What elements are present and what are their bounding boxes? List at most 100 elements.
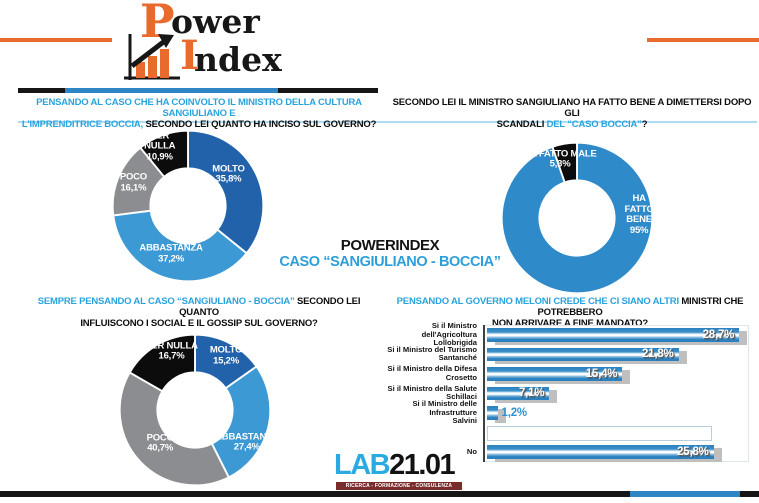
donut-chart-incidenza: MOLTO 35,8% ABBASTANZA 37,2% POCO 16,1% PER NU… [108, 126, 268, 286]
bar-track [487, 425, 755, 441]
donut-label-value: 15,2% [213, 355, 240, 367]
title-text: DEL “CASO BOCCIA” [546, 119, 642, 130]
donut-label-text: HA FATTO BENE [624, 193, 654, 226]
lab2101-logo: LAB21.01 [334, 450, 464, 480]
bar-value-label: 7,1% [518, 387, 545, 400]
donut-segment-poco [118, 371, 231, 487]
header-rule-left [0, 38, 112, 42]
bar-value-label: 25,8% [677, 445, 709, 458]
bar: 7,1% [487, 386, 550, 400]
bar-value-label: 21,8% [641, 348, 674, 361]
donut-label-text: MOLTO [209, 344, 243, 356]
question-title-social-gossip: SEMPRE PENSANDO AL CASO “SANGIULIANO - B… [18, 296, 380, 329]
bar-category-label: Si il Ministro della Difesa Crosetto [387, 364, 477, 382]
bar [487, 406, 498, 420]
title-text: SCANDALI [496, 119, 547, 130]
divider-blue [65, 88, 278, 93]
titles-underline [18, 121, 757, 123]
donut-label-value: 16,1% [120, 182, 147, 194]
title-text: PENSANDO AL CASO CHE HA COINVOLTO IL MIN… [36, 97, 362, 119]
lab2101-logo-accent: LAB [334, 449, 391, 481]
title-text: SECONDO LEI QUANTO HA INCISO SUL GOVERNO… [143, 119, 377, 130]
donut-svg [118, 333, 272, 487]
donut-segment-abbastanza [210, 365, 272, 479]
bar-row: Si il Ministro della Difesa Crosetto 15,4… [383, 364, 755, 384]
bar-value-label: 15,4% [585, 367, 618, 380]
donut-label-molto: MOLTO 15,2% [209, 344, 243, 367]
question-title-dimissioni: SECONDO LEI IL MINISTRO SANGIULIANO HA F… [388, 97, 756, 130]
bottom-bar-black-left [0, 491, 630, 497]
title-text: NON ARRIVARE A FINE MANDATO? [492, 318, 648, 329]
donut-label-text: HA FATTO MALE [523, 148, 597, 160]
bottom-bar-black-right [740, 491, 759, 497]
donut-label-value: 37,2% [158, 253, 185, 264]
donut-svg [500, 141, 654, 295]
donut-label-value: 10,9% [146, 150, 173, 162]
center-headline-line1: POWERINDEX [340, 237, 440, 254]
donut-label-value: 40,7% [147, 442, 174, 454]
bar-track: 28,7% [487, 328, 755, 342]
bar: 28,7% [487, 328, 740, 342]
question-title-incidenza: PENSANDO AL CASO CHE HA COINVOLTO IL MIN… [18, 97, 380, 130]
donut-label-abbastanza: ABBASTANZA 37,2% [139, 243, 202, 265]
bar-chart-arrow-icon [124, 34, 180, 80]
donut-label-value: 5,3% [549, 158, 571, 170]
bar-category-label: No [466, 446, 477, 456]
donut-label-per-nulla: PER NULLA 10,9% [134, 130, 186, 163]
donut-label-text: POCO [146, 432, 174, 444]
donut-label-text: MOLTO [212, 163, 245, 175]
donut-label-poco: POCO 40,7% [147, 433, 174, 454]
lab2101-tagline: RICERCA - FORMAZIONE - CONSULENZA STRATE… [336, 482, 462, 497]
logo-word-ndex: ndex [194, 40, 282, 79]
center-headline-line2: CASO “SANGIULIANO - BOCCIA” [279, 254, 501, 270]
bar-row: Si il Ministro delle Infrastrutture Salv… [383, 399, 755, 424]
lab2101-logo-rest: 21.01 [389, 449, 456, 481]
title-text: PENSANDO AL GOVERNO MELONI CREDE CHE CI … [396, 296, 679, 307]
title-text: L'IMPRENDITRICE BOCCIA, [21, 119, 143, 130]
donut-label-value: 27,4% [233, 441, 260, 453]
donut-label-text: POCO [119, 171, 147, 183]
donut-label-ha-fatto-bene: HA FATTO BENE 95% [624, 194, 653, 236]
powerindex-logo: P ower I ndex [118, 0, 318, 88]
donut-segment-per-nulla [139, 129, 189, 179]
bar-track: 25,8% [487, 445, 755, 459]
donut-segment-abbastanza [112, 209, 248, 283]
donut-chart-dimissioni: HA FATTO BENE 95% HA FATTO MALE 5,3% [497, 138, 657, 298]
bar-value-label: 1,2% [501, 406, 528, 419]
section-divider [18, 88, 378, 93]
donut-svg [111, 129, 265, 283]
bottom-bar-blue [630, 491, 740, 497]
donut-chart-social-gossip: MOLTO 15,2% ABBASTANZA 27,4% POCO 40,7% PER NU… [115, 330, 279, 490]
bar-category-label: Si il Ministro dell'Agricoltura Lollobri… [421, 321, 477, 347]
donut-label-molto: MOLTO 35,8% [212, 163, 245, 185]
donut-label-value: 95% [629, 224, 649, 236]
divider-black-right [278, 88, 378, 93]
bar-row: Si il Ministro dell'Agricoltura Lollobri… [383, 321, 755, 347]
bar-value-label: 28,7% [702, 328, 735, 341]
bar-track: 21,8% [487, 347, 755, 361]
title-text: SECONDO LEI IL MINISTRO SANGIULIANO HA F… [392, 97, 752, 119]
bar: 15,4% [487, 367, 623, 381]
title-text: ? [641, 119, 648, 130]
divider-black-left [18, 88, 65, 93]
donut-label-text: ABBASTANZA [215, 431, 279, 443]
donut-label-ha-fatto-male: HA FATTO MALE 5,3% [523, 149, 596, 170]
title-text: SECONDO LEI QUANTO [179, 296, 361, 318]
bar-row [383, 423, 755, 443]
donut-segment-ha-fatto-male [551, 141, 578, 184]
bar: 21,8% [487, 347, 679, 361]
title-text: MINISTRI CHE POTREBBERO [537, 296, 744, 318]
bar-category-label: Si il Ministro della Salute Schillaci [387, 383, 477, 402]
bar-chart-ministri: Si il Ministro dell'Agricoltura Lollobri… [383, 321, 755, 462]
donut-label-value: 35,8% [215, 173, 242, 185]
bar-row: Si il Ministro della Salute Schillaci 7,1… [383, 384, 755, 404]
header-rule-right [647, 38, 759, 42]
bar-track: 7,1% [487, 386, 755, 400]
bar-empty [487, 425, 713, 441]
donut-segment-molto [187, 129, 265, 255]
logo-word-ower: ower [171, 2, 260, 41]
bar-row: No 25,8% [383, 442, 755, 462]
center-headline: POWERINDEX CASO “SANGIULIANO - BOCCIA” [268, 237, 512, 271]
logo-letter-i: I [180, 32, 199, 79]
